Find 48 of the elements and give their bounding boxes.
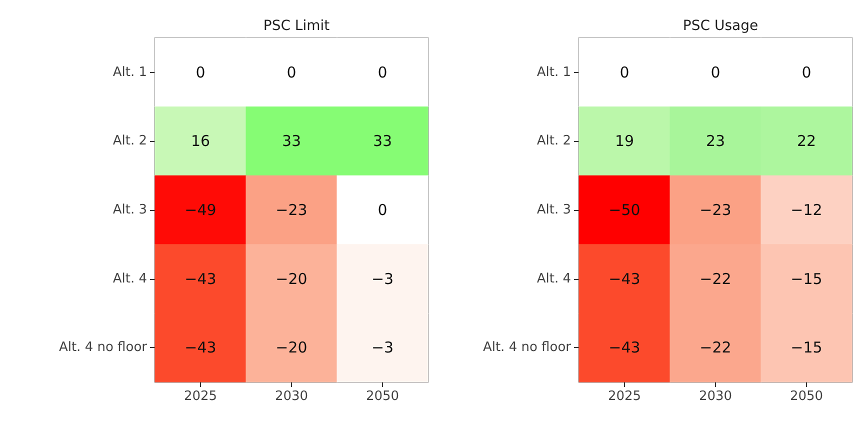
- x-tick-label: 2050: [790, 389, 824, 404]
- data-label: −49: [184, 201, 216, 219]
- data-label: −22: [700, 270, 732, 288]
- y-tick-label: Alt. 1: [536, 64, 571, 80]
- data-label: −43: [184, 270, 216, 288]
- data-label: −15: [790, 338, 822, 357]
- x-tick-label: 2030: [274, 389, 308, 404]
- data-label: 22: [796, 132, 816, 150]
- data-label: −15: [790, 270, 822, 288]
- y-tick-label: Alt. 4 no floor: [482, 340, 572, 356]
- data-label: 0: [286, 63, 296, 82]
- data-label: 19: [614, 132, 634, 150]
- data-label: −23: [700, 201, 732, 219]
- x-tick-label: 2025: [608, 389, 642, 404]
- data-label: −3: [371, 270, 394, 288]
- data-label: −12: [790, 201, 822, 219]
- data-label: −43: [608, 270, 640, 288]
- y-tick-label: Alt. 4: [112, 271, 147, 286]
- y-tick-label: Alt. 4: [536, 271, 571, 286]
- data-label: 0: [710, 63, 720, 82]
- y-tick-label: Alt. 3: [536, 202, 571, 218]
- chart-title: PSC Usage: [682, 18, 758, 34]
- x-tick-label: 2025: [184, 389, 218, 404]
- data-label: −43: [608, 338, 640, 357]
- data-label: −20: [276, 270, 308, 288]
- y-tick-label: Alt. 4 no floor: [58, 340, 148, 356]
- data-label: 0: [378, 201, 388, 219]
- data-label: −50: [608, 201, 640, 219]
- data-label: −20: [276, 338, 308, 357]
- chart-title: PSC Limit: [263, 18, 330, 34]
- data-label: 0: [802, 63, 812, 82]
- data-label: 0: [620, 63, 630, 82]
- data-label: 0: [378, 63, 388, 82]
- data-label: 33: [372, 132, 392, 150]
- x-tick-label: 2050: [366, 389, 400, 404]
- data-label: −22: [700, 338, 732, 357]
- y-tick-label: Alt. 1: [112, 64, 147, 80]
- data-label: 0: [196, 63, 206, 82]
- y-tick-label: Alt. 3: [112, 202, 147, 218]
- y-tick-label: Alt. 2: [536, 134, 571, 149]
- data-label: −3: [371, 338, 394, 357]
- data-label: 16: [190, 132, 210, 150]
- data-label: −43: [184, 338, 216, 357]
- y-tick-label: Alt. 2: [112, 134, 147, 149]
- x-tick-label: 2030: [698, 389, 732, 404]
- data-label: −23: [276, 201, 308, 219]
- data-label: 33: [282, 132, 302, 150]
- data-label: 23: [706, 132, 726, 150]
